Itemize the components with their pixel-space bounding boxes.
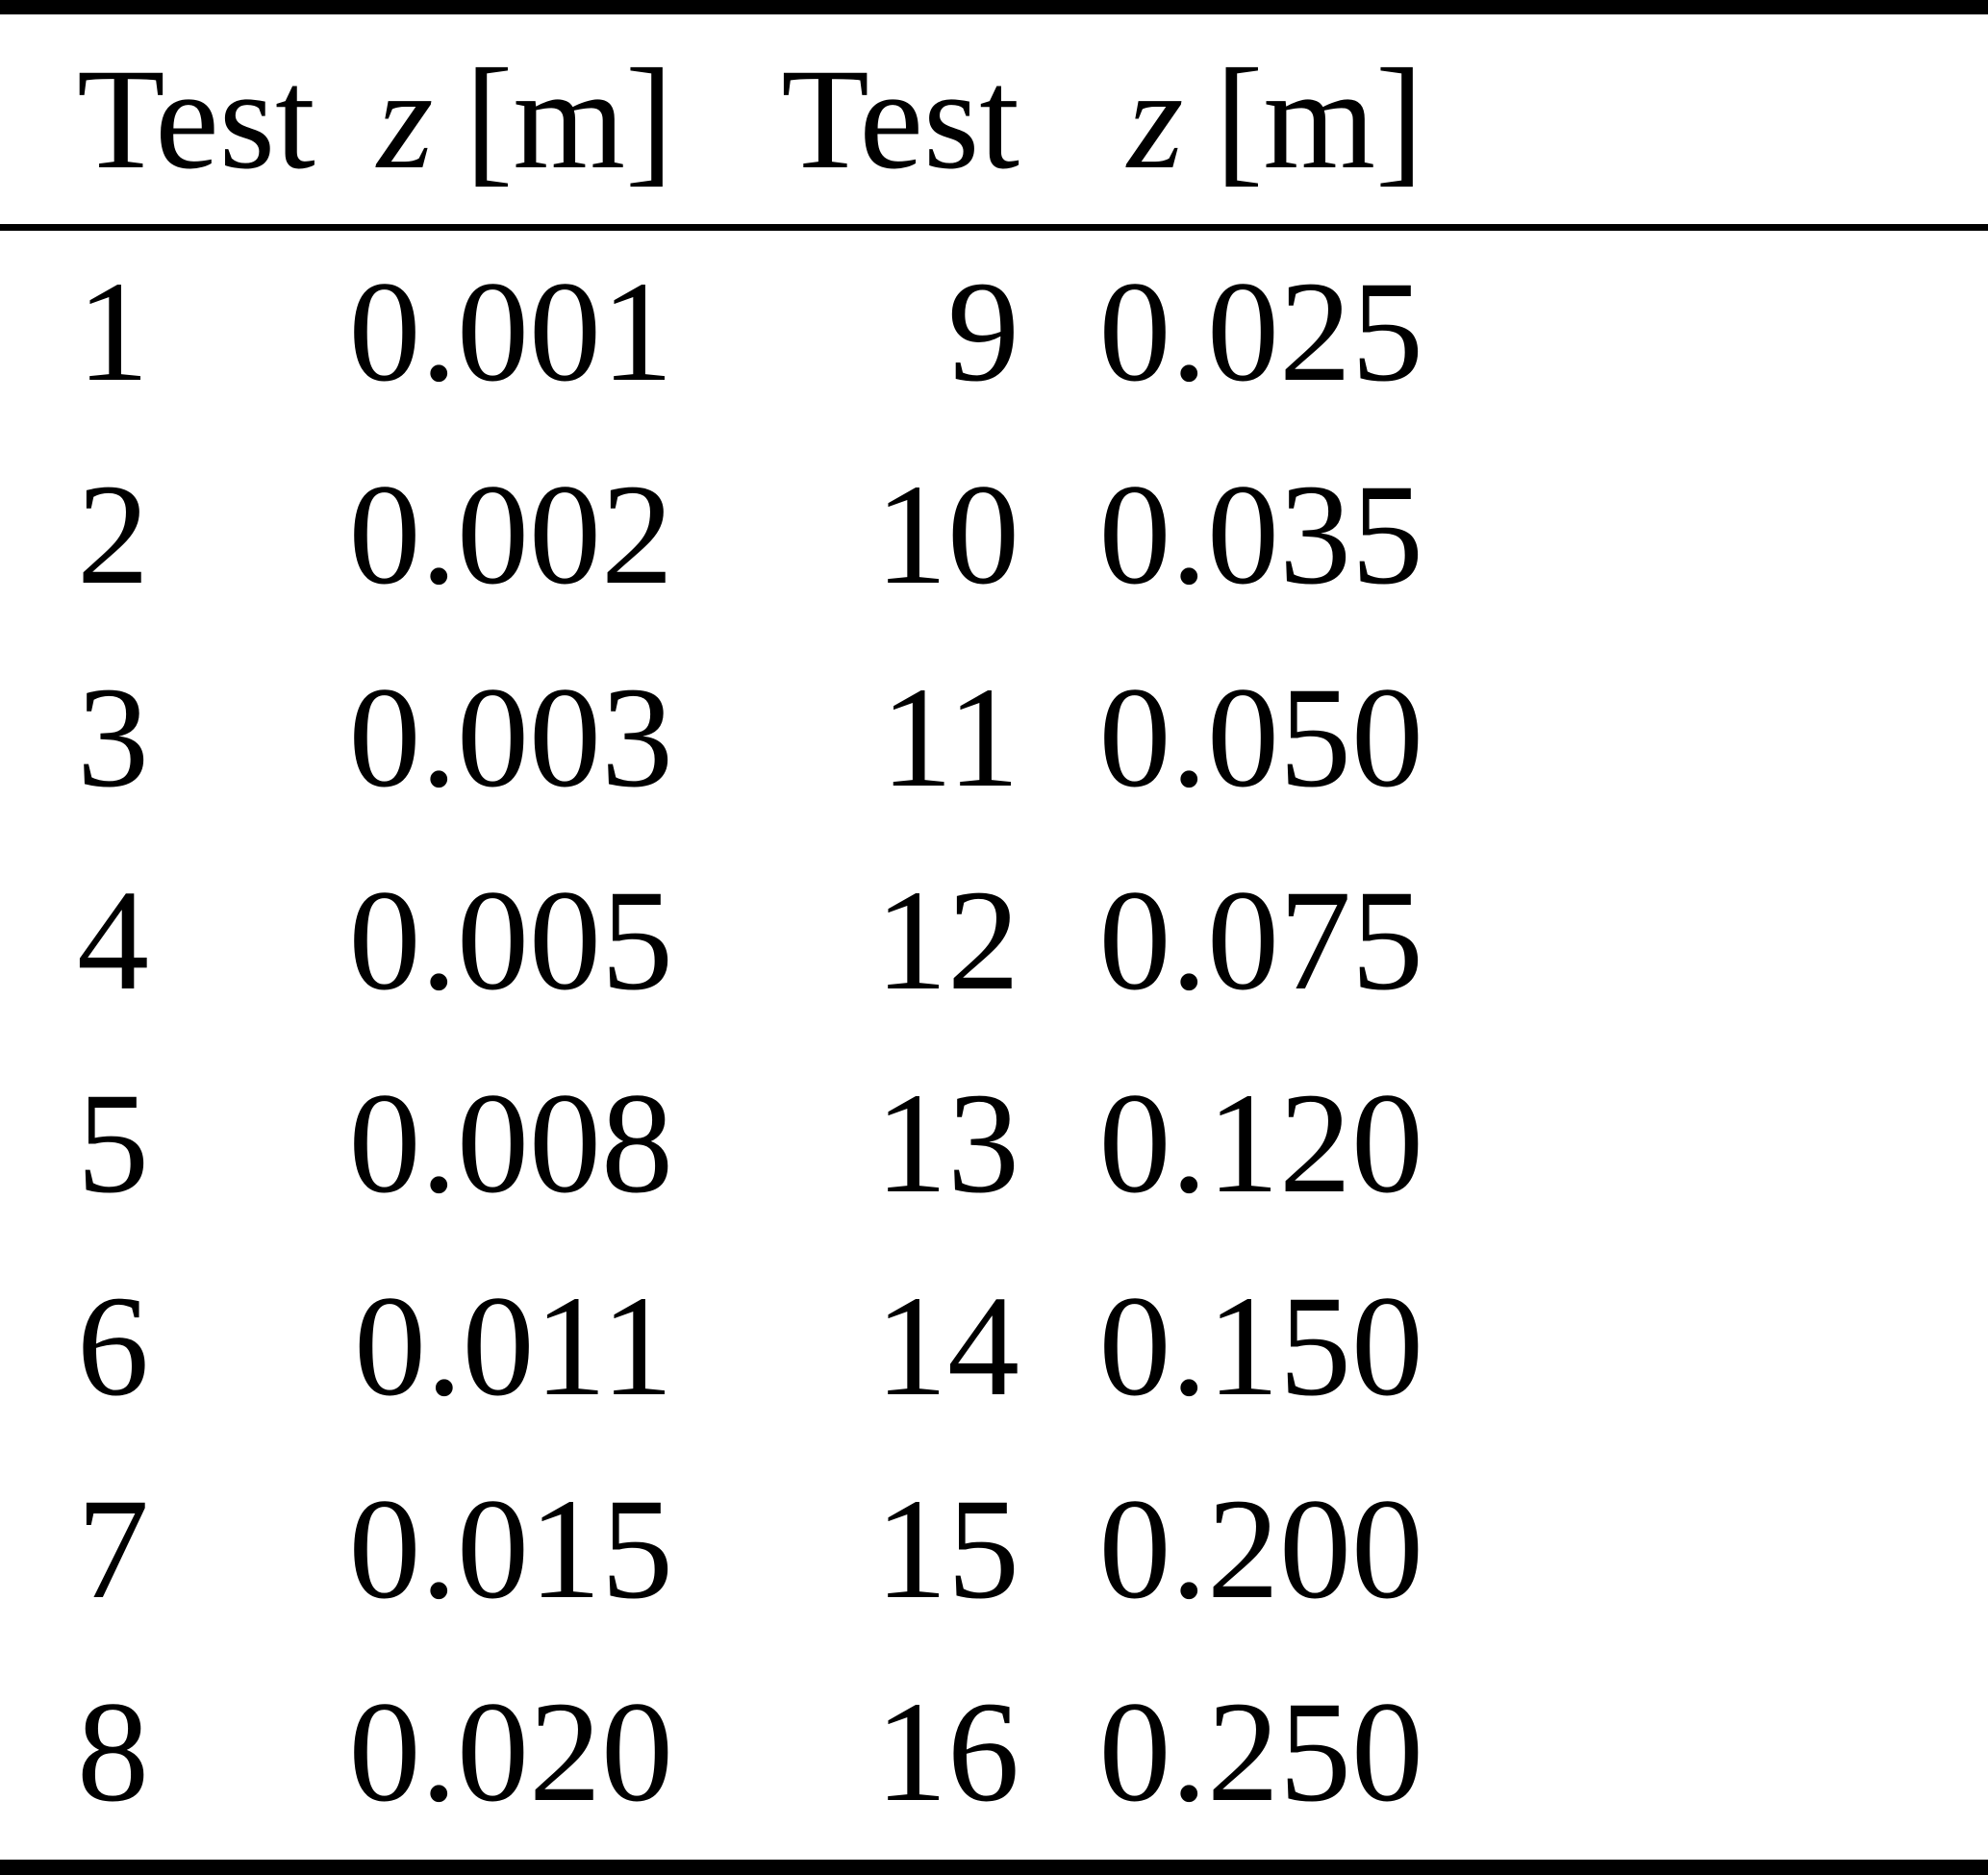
table-row: 6 0.011 14 0.150 — [0, 1245, 1988, 1448]
test-number-cell: 13 — [875, 1063, 1019, 1223]
table-row: 1 0.001 9 0.025 — [0, 231, 1988, 434]
header-z-left-unit: [m] — [465, 39, 673, 199]
test-number-cell: 9 — [947, 252, 1019, 412]
table-row: 7 0.015 15 0.200 — [0, 1448, 1988, 1651]
table-row: 2 0.002 10 0.035 — [0, 434, 1988, 637]
z-value-cell: 0.200 — [1098, 1469, 1424, 1629]
test-number-cell: 4 — [77, 861, 149, 1020]
z-value-cell: 0.008 — [348, 1063, 674, 1223]
table-body: 1 0.001 9 0.025 2 0.002 10 0.035 3 0.003… — [0, 231, 1988, 1854]
test-number-cell: 1 — [77, 252, 149, 412]
test-number-cell: 11 — [880, 658, 1019, 817]
table-top-rule — [0, 0, 1988, 14]
test-number-cell: 15 — [875, 1469, 1019, 1629]
test-number-cell: 2 — [77, 455, 149, 614]
table-mid-rule — [0, 224, 1988, 231]
header-z-left-variable: z — [377, 39, 434, 199]
test-number-cell: 16 — [875, 1672, 1019, 1832]
table-header-row: Test z [m] Test z [m] — [0, 14, 1988, 224]
test-number-cell: 12 — [875, 861, 1019, 1020]
z-value-cell: 0.005 — [348, 861, 674, 1020]
header-z-right-variable: z — [1127, 39, 1184, 199]
z-value-cell: 0.001 — [348, 252, 674, 412]
z-value-cell: 0.002 — [348, 455, 674, 614]
header-z-right-unit: [m] — [1215, 39, 1423, 199]
z-value-cell: 0.050 — [1098, 658, 1424, 817]
z-value-cell: 0.075 — [1098, 861, 1424, 1020]
z-value-cell: 0.035 — [1098, 455, 1424, 614]
test-number-cell: 3 — [77, 658, 149, 817]
z-value-cell: 0.003 — [348, 658, 674, 817]
table-row: 3 0.003 11 0.050 — [0, 637, 1988, 839]
table-bottom-rule — [0, 1860, 1988, 1875]
header-z-right: z [m] — [1019, 14, 1423, 224]
header-z-left: z [m] — [317, 14, 673, 224]
table-row: 8 0.020 16 0.250 — [0, 1651, 1988, 1854]
test-number-cell: 8 — [77, 1672, 149, 1832]
z-value-cell: 0.150 — [1098, 1266, 1424, 1426]
z-value-cell: 0.025 — [1098, 252, 1424, 412]
test-number-cell: 7 — [77, 1469, 149, 1629]
test-number-cell: 14 — [875, 1266, 1019, 1426]
z-value-cell: 0.120 — [1098, 1063, 1424, 1223]
z-value-cell: 0.015 — [348, 1469, 674, 1629]
z-value-cell: 0.011 — [354, 1266, 673, 1426]
header-test-right: Test — [781, 39, 1019, 199]
z-value-cell: 0.250 — [1098, 1672, 1424, 1832]
header-test-left: Test — [77, 39, 315, 199]
table-row: 5 0.008 13 0.120 — [0, 1042, 1988, 1245]
test-number-cell: 10 — [875, 455, 1019, 614]
test-number-cell: 6 — [77, 1266, 149, 1426]
z-value-cell: 0.020 — [348, 1672, 674, 1832]
table-row: 4 0.005 12 0.075 — [0, 839, 1988, 1042]
test-number-cell: 5 — [77, 1063, 149, 1223]
